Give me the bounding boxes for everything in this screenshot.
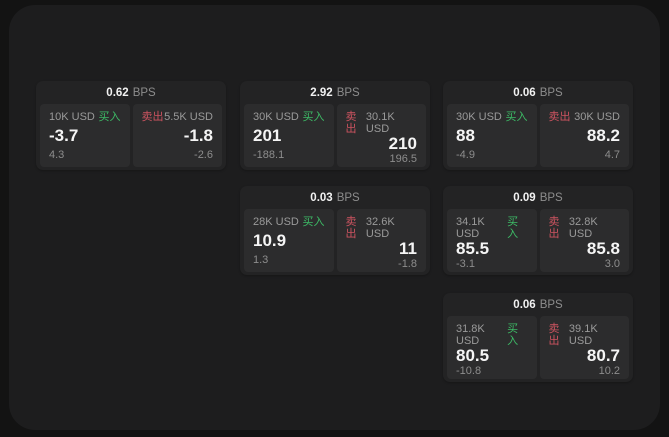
sell-delta: 4.7 [604,149,620,161]
card-header: 0.62 BPS [36,81,226,104]
bps-value: 0.06 [513,86,536,99]
sell-amount: 5.5K USD [164,111,213,123]
bps-unit-label: BPS [539,191,563,204]
buy-price: 80.5 [456,346,490,365]
sell-tile[interactable]: 卖出 39.1K USD 80.7 10.2 [539,316,629,379]
spread-card: 0.62 BPS 10K USD 买入 -3.7 4.3 卖出 5.5K USD… [36,81,226,170]
sell-tile[interactable]: 卖出 32.6K USD 11 -1.8 [336,209,426,272]
sell-delta: 196.5 [389,153,417,165]
buy-delta: 1.3 [253,254,269,266]
buy-amount: 31.8K USD [456,323,485,347]
buy-delta: 4.3 [49,149,65,161]
sell-button[interactable]: 卖出 [548,111,571,123]
bps-value: 2.92 [310,86,333,99]
sell-button[interactable]: 卖出 [345,216,357,240]
sell-delta: 10.2 [598,365,620,377]
sell-price: 80.7 [586,346,620,365]
bps-value: 0.09 [513,191,536,204]
buy-tile[interactable]: 28K USD 买入 10.9 1.3 [244,209,334,272]
buy-tile[interactable]: 10K USD 买入 -3.7 4.3 [40,104,130,167]
card-header: 0.06 BPS [443,81,633,104]
sell-amount: 39.1K USD [568,323,598,347]
bps-unit-label: BPS [336,191,360,204]
buy-tile[interactable]: 31.8K USD 买入 80.5 -10.8 [447,316,537,379]
sell-tile[interactable]: 卖出 5.5K USD -1.8 -2.6 [132,104,222,167]
bps-value: 0.06 [513,298,536,311]
buy-delta: -188.1 [253,149,285,161]
bps-unit-label: BPS [132,86,156,99]
buy-button[interactable]: 买入 [505,111,528,123]
bps-unit-label: BPS [336,86,360,99]
sell-tile[interactable]: 卖出 30K USD 88.2 4.7 [539,104,629,167]
buy-tile[interactable]: 30K USD 买入 201 -188.1 [244,104,334,167]
sell-button[interactable]: 卖出 [548,216,560,240]
buy-button[interactable]: 买入 [507,216,519,240]
sell-price: 85.8 [586,239,620,258]
spread-card: 0.06 BPS 30K USD 买入 88 -4.9 卖出 30K USD 8… [443,81,633,170]
buy-button[interactable]: 买入 [507,323,519,347]
sell-delta: -1.8 [398,258,417,270]
bps-value: 0.62 [106,86,129,99]
bps-unit-label: BPS [539,86,563,99]
buy-button[interactable]: 买入 [98,111,121,123]
buy-tile[interactable]: 30K USD 买入 88 -4.9 [447,104,537,167]
sell-amount: 30.1K USD [365,111,395,135]
buy-price: 88 [456,126,475,145]
sell-button[interactable]: 卖出 [141,111,164,123]
buy-price: 201 [253,126,282,145]
sell-button[interactable]: 卖出 [548,323,560,347]
spread-card: 0.09 BPS 34.1K USD 买入 85.5 -3.1 卖出 32.8K… [443,186,633,275]
buy-amount: 30K USD [253,111,299,123]
sell-delta: -2.6 [194,149,213,161]
buy-amount: 10K USD [49,111,95,123]
sell-price: -1.8 [183,126,213,145]
sell-button[interactable]: 卖出 [345,111,357,135]
card-header: 0.09 BPS [443,186,633,209]
sell-amount: 32.8K USD [568,216,598,240]
sell-price: 210 [388,134,417,153]
card-header: 0.03 BPS [240,186,430,209]
sell-amount: 30K USD [574,111,620,123]
buy-button[interactable]: 买入 [302,216,325,228]
sell-price: 11 [399,239,417,258]
sell-tile[interactable]: 卖出 32.8K USD 85.8 3.0 [539,209,629,272]
sell-delta: 3.0 [604,258,620,270]
spread-card: 0.06 BPS 31.8K USD 买入 80.5 -10.8 卖出 39.1… [443,293,633,382]
buy-amount: 30K USD [456,111,502,123]
card-header: 0.06 BPS [443,293,633,316]
sell-tile[interactable]: 卖出 30.1K USD 210 196.5 [336,104,426,167]
buy-delta: -3.1 [456,258,475,270]
buy-delta: -10.8 [456,365,482,377]
spread-card: 0.03 BPS 28K USD 买入 10.9 1.3 卖出 32.6K US… [240,186,430,275]
sell-price: 88.2 [586,126,620,145]
buy-price: 85.5 [456,239,490,258]
buy-delta: -4.9 [456,149,475,161]
buy-tile[interactable]: 34.1K USD 买入 85.5 -3.1 [447,209,537,272]
bps-unit-label: BPS [539,298,563,311]
sell-amount: 32.6K USD [365,216,395,240]
buy-amount: 34.1K USD [456,216,485,240]
spread-card: 2.92 BPS 30K USD 买入 201 -188.1 卖出 30.1K … [240,81,430,170]
buy-amount: 28K USD [253,216,299,228]
buy-price: -3.7 [49,126,79,145]
card-header: 2.92 BPS [240,81,430,104]
buy-button[interactable]: 买入 [302,111,325,123]
bps-value: 0.03 [310,191,333,204]
buy-price: 10.9 [253,231,287,250]
